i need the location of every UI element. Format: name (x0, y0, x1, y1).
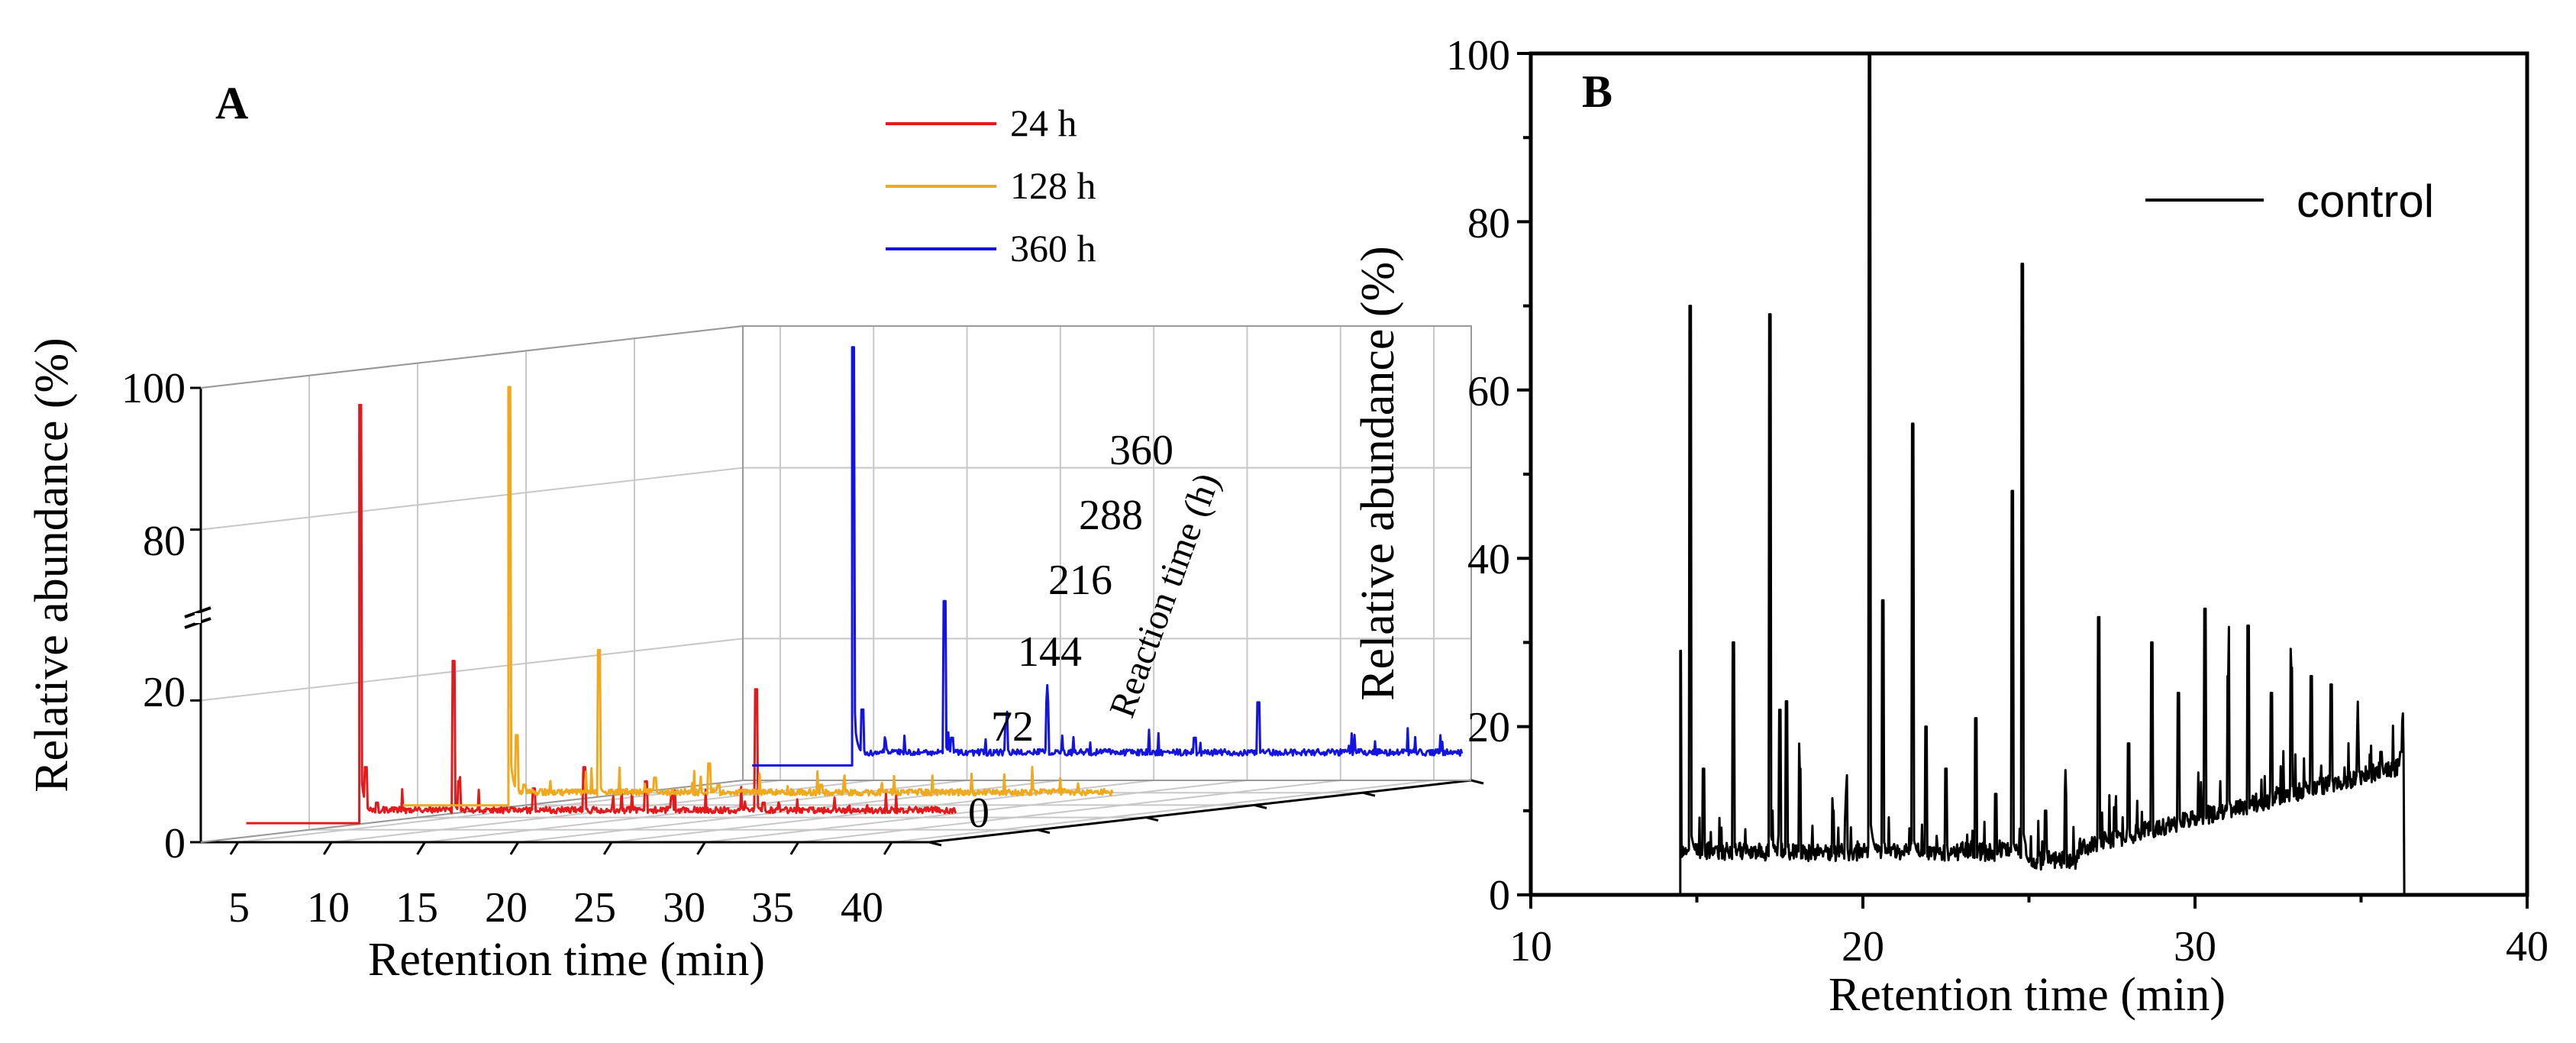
tick-a-x-5 (229, 841, 240, 855)
panel-a-xtick-20: 20 (485, 884, 528, 932)
panel-b-ytick-100: 100 (1446, 32, 1510, 79)
tick-a-x-35 (789, 841, 800, 855)
tick-a-z-216 (1254, 803, 1267, 809)
panel-a-ztick-72: 72 (991, 703, 1034, 751)
panel-a-ztick-360: 360 (1109, 427, 1173, 474)
panel-b-control-chromatogram: B 0 20 40 60 80 100 10 20 30 40 Retentio… (1352, 32, 2549, 1021)
tick-a-x-10 (322, 841, 333, 855)
panel-a-xtick-35: 35 (751, 884, 794, 932)
legend-label-24h: 24 h (1010, 102, 1077, 144)
tick-a-x-30 (696, 841, 706, 855)
panel-a-legend: 24 h 128 h 360 h (886, 102, 1096, 270)
legend-label-128h: 128 h (1010, 164, 1096, 207)
panel-a-ztick-0: 0 (968, 790, 989, 837)
panel-a-frame (199, 325, 1472, 844)
panel-b-xtick-30: 30 (2174, 923, 2216, 970)
panel-a-ytick-100: 100 (121, 365, 186, 412)
panel-a-ztick-216: 216 (1048, 557, 1112, 604)
panel-b-ytick-60: 60 (1467, 368, 1510, 415)
series-line-128h (402, 386, 1114, 807)
legend-label-360h: 360 h (1010, 227, 1096, 270)
panel-a-x-axis-title: Retention time (min) (368, 934, 765, 986)
panel-a-ztick-144: 144 (1018, 628, 1082, 676)
panel-a-ytick-80: 80 (143, 518, 186, 565)
tick-a-z-0 (928, 841, 942, 847)
panel-b-x-axis-title: Retention time (min) (1829, 969, 2226, 1021)
axis-a-z (928, 779, 1472, 844)
panel-b-xtick-10: 10 (1509, 923, 1552, 970)
tick-a-x-40 (883, 841, 893, 855)
series-line-360h (752, 346, 1464, 767)
panel-b-xtick-40: 40 (2506, 923, 2549, 970)
series-line-control (1679, 52, 2406, 896)
grid-y-100 (200, 325, 1471, 389)
grid-y-20 (200, 638, 1471, 702)
panel-a-xtick-25: 25 (573, 884, 616, 932)
panel-a-ytick-0: 0 (164, 820, 186, 867)
tick-a-z-144 (1145, 816, 1159, 822)
frame-a-left-wall (200, 325, 744, 843)
panel-a-series (246, 346, 1464, 825)
panel-a-ticks (190, 386, 1484, 855)
panel-b-label: B (1582, 66, 1612, 117)
grid-floor-x-30 (705, 780, 1248, 843)
panel-a-y-axis-title: Relative abundance (%) (26, 337, 78, 793)
panel-a-xtick-40: 40 (841, 884, 883, 932)
panel-b-legend: control (2145, 176, 2434, 227)
panel-b-ytick-40: 40 (1467, 536, 1510, 583)
grid-floor-x-40 (891, 780, 1435, 843)
panel-a-xtick-15: 15 (395, 884, 438, 932)
panel-a-label: A (215, 78, 248, 128)
tick-a-x-15 (416, 841, 426, 855)
frame-a-back-wall (743, 325, 1472, 781)
tick-a-x-20 (509, 841, 520, 855)
grid-floor-x-35 (798, 780, 1341, 843)
panel-b-ytick-80: 80 (1467, 200, 1510, 247)
panel-b-series (1679, 52, 2406, 896)
grid-y-80 (200, 467, 1471, 531)
legend-label-control: control (2297, 176, 2434, 227)
panel-a-xtick-5: 5 (228, 884, 250, 932)
tick-a-x-25 (602, 841, 613, 855)
panel-b-ytick-0: 0 (1489, 872, 1510, 919)
series-line-24h (246, 403, 957, 825)
panel-a-3d-chromatogram: A 0 20 80 100 5 10 15 20 25 30 35 40 0 7… (26, 78, 1484, 986)
tick-a-z-360 (1470, 779, 1484, 785)
panel-b-ytick-20: 20 (1467, 704, 1510, 751)
panel-a-xtick-10: 10 (307, 884, 350, 932)
panel-a-xtick-30: 30 (663, 884, 705, 932)
panel-b-y-axis-title: Relative abundance (%) (1352, 246, 1404, 701)
tick-a-z-72 (1037, 828, 1051, 835)
tick-a-z-288 (1362, 791, 1376, 797)
panel-b-xtick-20: 20 (1842, 923, 1884, 970)
panel-a-axis-break (184, 606, 211, 629)
panel-a-ytick-20: 20 (143, 669, 186, 716)
panel-a-ztick-288: 288 (1079, 492, 1143, 539)
panel-b-ticks (1517, 52, 2529, 909)
